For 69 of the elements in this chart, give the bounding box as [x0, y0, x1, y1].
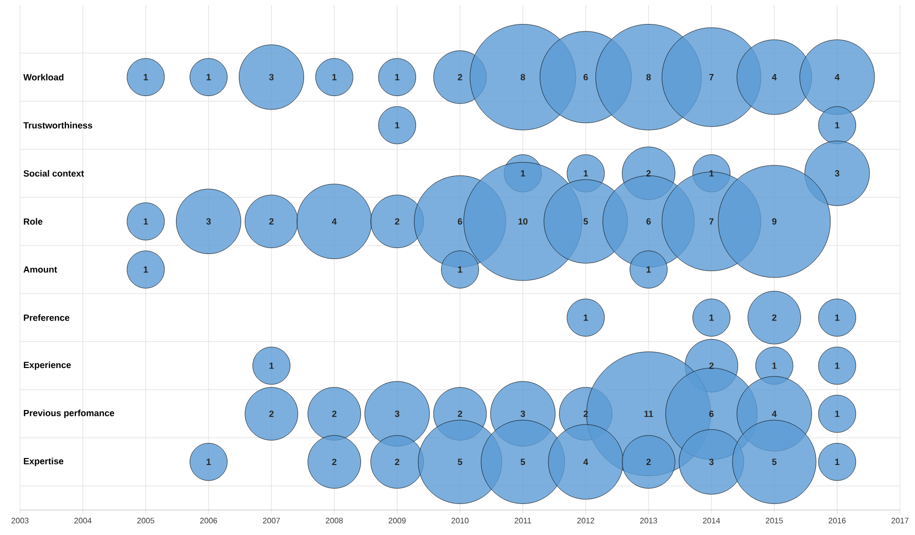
data-label: 6 — [709, 410, 714, 417]
data-label: 10 — [518, 218, 528, 225]
data-label: 6 — [584, 74, 588, 80]
data-label: 2 — [458, 74, 462, 80]
data-label: 5 — [520, 458, 526, 466]
data-label: 5 — [458, 458, 462, 466]
y-tick-label: Preference — [24, 314, 70, 321]
data-label: 4 — [772, 410, 777, 417]
data-label: 2 — [458, 410, 462, 417]
data-label: 1 — [206, 74, 211, 80]
y-tick-label: Experience — [24, 362, 71, 370]
data-label: 1 — [395, 74, 400, 80]
data-label: 1 — [772, 362, 777, 369]
data-label: 4 — [834, 74, 840, 80]
data-label: 2 — [269, 410, 274, 417]
data-label: 1 — [144, 74, 148, 80]
data-label: 1 — [206, 458, 211, 465]
data-label: 6 — [458, 218, 462, 225]
data-label: 1 — [458, 266, 462, 273]
data-label: 2 — [332, 410, 336, 417]
data-label: 3 — [709, 458, 714, 466]
data-label: 3 — [394, 410, 400, 417]
data-label: 1 — [144, 218, 148, 224]
data-label: 2 — [394, 218, 400, 225]
data-label: 1 — [710, 314, 714, 321]
y-tick-label: Previous perfomance — [24, 410, 114, 418]
data-label: 1 — [835, 122, 840, 128]
data-label: 1 — [710, 170, 714, 176]
data-label: 2 — [394, 458, 400, 466]
data-label: 1 — [270, 362, 274, 369]
data-label: 8 — [646, 74, 651, 80]
data-label: 1 — [835, 458, 840, 465]
data-label: 1 — [646, 266, 651, 273]
y-tick-label: Social context — [24, 170, 84, 177]
data-label: 1 — [835, 362, 840, 369]
data-label: 1 — [144, 266, 148, 273]
data-label: 4 — [332, 218, 337, 224]
data-label: 6 — [646, 218, 651, 225]
data-label: 3 — [834, 170, 840, 176]
data-label: 7 — [709, 218, 714, 224]
data-label: 2 — [332, 458, 336, 466]
data-label: 1 — [332, 74, 337, 80]
data-label: 1 — [584, 314, 588, 321]
y-tick-label: Expertise — [24, 458, 64, 466]
data-label: 2 — [646, 458, 651, 466]
data-label: 4 — [772, 74, 777, 80]
y-tick-label: Amount — [24, 266, 58, 273]
data-label: 2 — [709, 362, 714, 369]
data-label: 3 — [269, 74, 274, 80]
data-label: 2 — [646, 170, 651, 176]
data-label: 1 — [395, 122, 400, 128]
data-label: 1 — [584, 170, 588, 176]
data-label: 9 — [772, 218, 776, 225]
data-label: 1 — [835, 410, 840, 417]
data-label: 5 — [584, 218, 588, 225]
data-label: 5 — [772, 458, 777, 466]
y-tick-label: Trustworthiness — [23, 122, 92, 129]
y-tick-label: Workload — [23, 74, 64, 80]
data-label: 1 — [520, 170, 526, 176]
data-label: 3 — [206, 218, 211, 225]
data-label: 2 — [772, 314, 776, 321]
data-label: 2 — [269, 218, 274, 225]
data-label: 3 — [520, 410, 526, 417]
data-label: 8 — [520, 74, 526, 80]
data-label: 1 — [835, 314, 840, 321]
y-tick-label: Role — [24, 218, 42, 225]
data-label: 7 — [709, 74, 714, 80]
data-label: 4 — [583, 458, 588, 465]
data-label: 11 — [644, 410, 654, 417]
